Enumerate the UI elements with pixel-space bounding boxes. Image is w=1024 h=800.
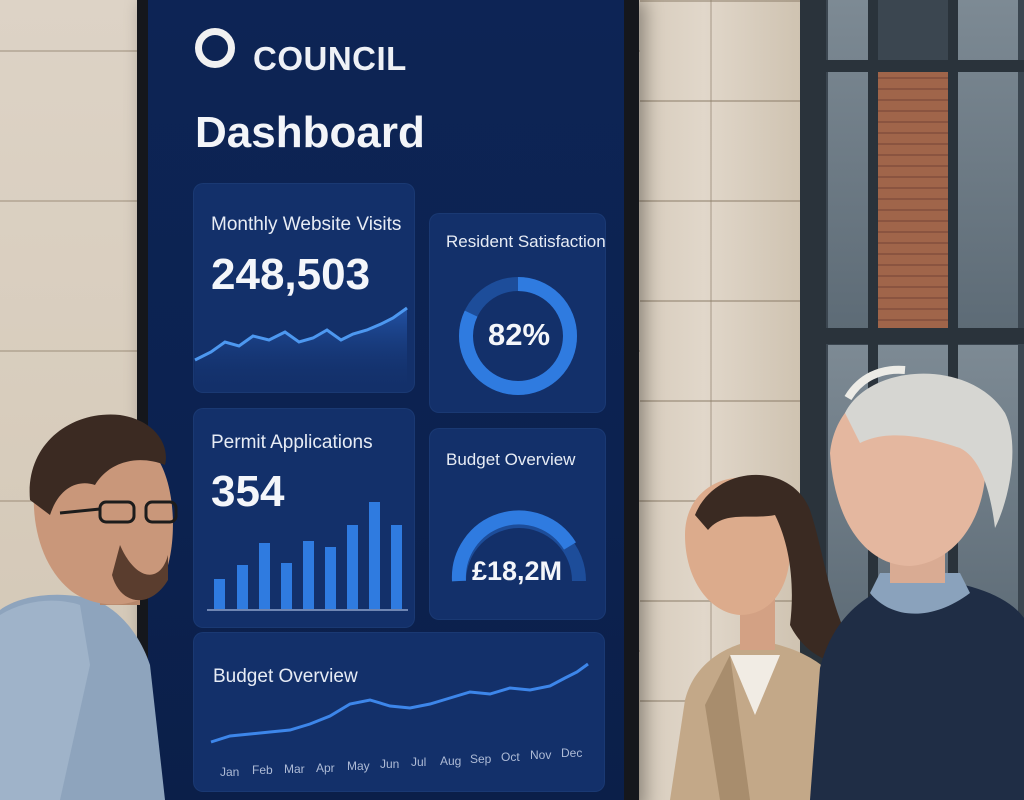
window-pane: [828, 0, 868, 330]
visits-sparkline: [194, 306, 408, 393]
budget-trend-title: Budget Overview: [213, 666, 358, 687]
permits-bar: [259, 543, 270, 609]
month-label: May: [347, 759, 370, 773]
permits-bar: [347, 525, 358, 609]
month-label: Dec: [561, 746, 583, 760]
permits-bar: [391, 525, 402, 609]
visits-value: 248,503: [211, 250, 371, 299]
permits-bar: [325, 547, 336, 609]
permits-value: 354: [211, 467, 285, 516]
permits-bar: [237, 565, 248, 609]
budget-gauge-title: Budget Overview: [446, 450, 576, 469]
budget-gauge: [451, 510, 586, 582]
month-label: Jan: [220, 765, 240, 779]
satisfaction-card-title: Resident Satisfaction: [446, 232, 606, 251]
month-label: Jun: [380, 757, 400, 771]
satisfaction-ring: [459, 277, 577, 395]
month-label: Oct: [501, 750, 520, 764]
budget-trend-line: [210, 662, 589, 744]
budget-trend-card: [193, 632, 605, 792]
older-man-in-navy-sweater: [810, 365, 1024, 800]
brick-building: [878, 60, 948, 330]
month-label: Sep: [470, 752, 492, 766]
month-label: Nov: [530, 748, 552, 762]
month-label: Jul: [411, 755, 427, 769]
brand-name: COUNCIL: [253, 40, 407, 77]
satisfaction-card: [429, 213, 606, 413]
window-pane: [958, 0, 1018, 330]
permits-card-title: Permit Applications: [211, 432, 373, 453]
satisfaction-value: 82%: [487, 317, 551, 352]
man-with-glasses: [0, 414, 178, 800]
permits-bar-chart: [207, 502, 408, 611]
permits-bar: [369, 502, 380, 609]
budget-gauge-value: £18,2M: [471, 556, 563, 586]
permits-bar: [281, 563, 292, 609]
page-title: Dashboard: [195, 108, 425, 157]
window-frame: [800, 60, 1024, 72]
month-label: Apr: [316, 761, 335, 775]
month-label: Aug: [440, 754, 462, 768]
council-logo-icon: [195, 28, 235, 68]
woman-in-beige-blazer: [670, 474, 860, 800]
month-label: Feb: [252, 763, 273, 777]
permits-bar: [303, 541, 314, 609]
month-label: Mar: [284, 762, 305, 776]
window-frame: [800, 328, 1024, 344]
permits-bar: [214, 579, 225, 609]
visits-card-title: Monthly Website Visits: [211, 214, 402, 235]
